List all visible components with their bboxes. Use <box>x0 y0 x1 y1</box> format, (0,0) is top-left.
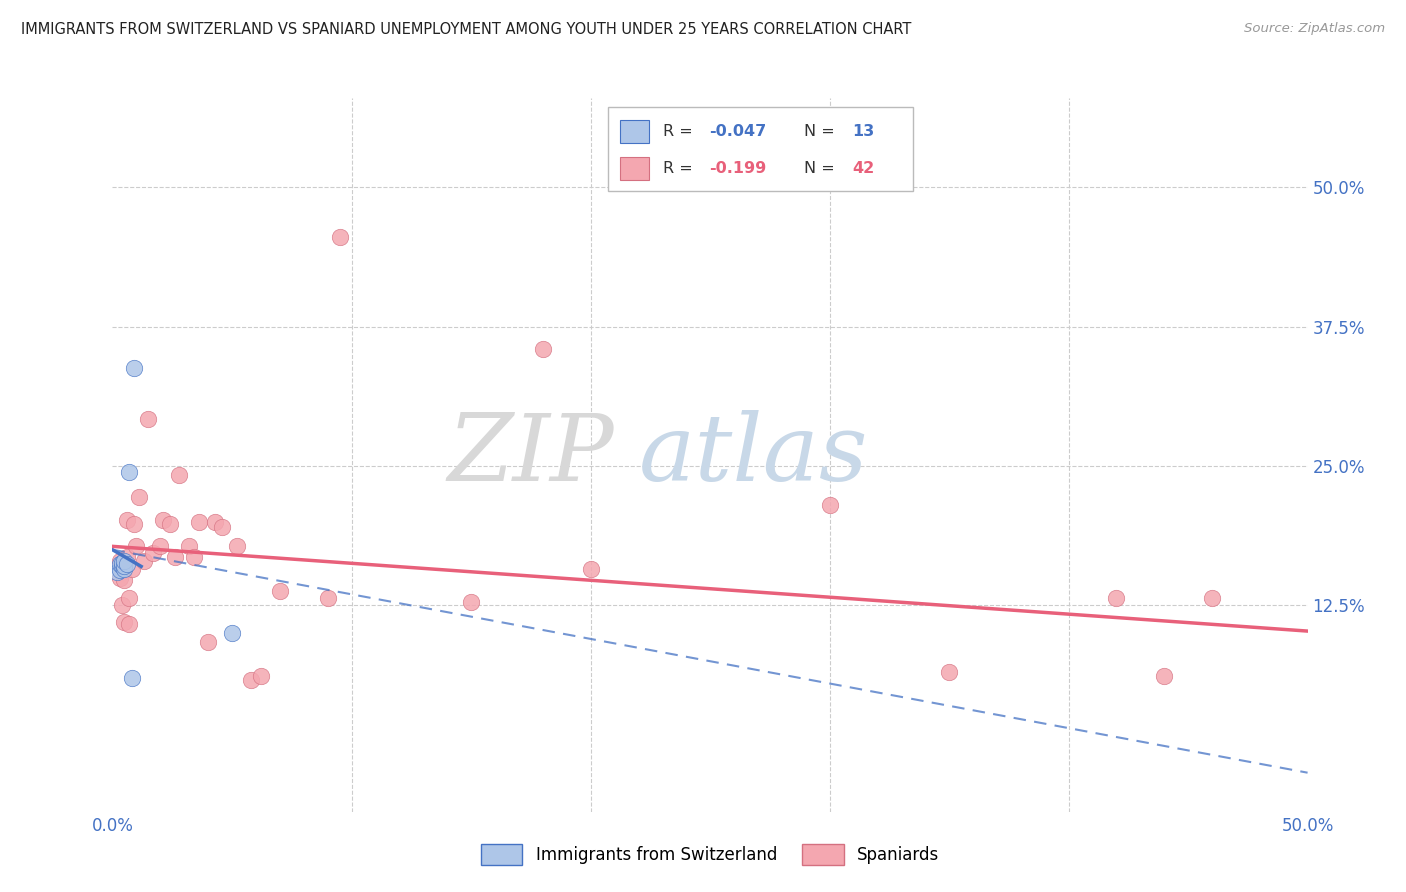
Point <box>328 230 352 244</box>
Point <box>132 554 155 568</box>
Text: atlas: atlas <box>638 410 868 500</box>
Point <box>111 559 134 574</box>
Point <box>197 635 219 649</box>
Text: R =: R = <box>664 124 699 139</box>
Point <box>460 595 482 609</box>
Point <box>1105 591 1128 605</box>
Point <box>163 550 186 565</box>
Text: N =: N = <box>804 124 841 139</box>
Point <box>211 520 233 534</box>
Point <box>115 512 138 526</box>
Point <box>249 669 271 683</box>
Point <box>122 360 145 375</box>
Point <box>128 490 150 504</box>
Point <box>938 665 960 680</box>
Point <box>108 554 131 568</box>
Text: 13: 13 <box>852 124 875 139</box>
Text: R =: R = <box>664 161 699 176</box>
Point <box>118 591 141 605</box>
Point <box>108 557 131 571</box>
Point <box>177 539 200 553</box>
Point <box>818 498 841 512</box>
Point <box>1201 591 1223 605</box>
Text: ZIP: ZIP <box>447 410 614 500</box>
Point <box>111 599 134 613</box>
Bar <box>620 157 650 180</box>
Point <box>152 512 174 526</box>
Text: N =: N = <box>804 161 841 176</box>
Point <box>159 516 181 531</box>
Point <box>114 615 135 630</box>
Point <box>118 617 141 632</box>
Point <box>225 539 247 553</box>
Point <box>115 557 138 571</box>
Point <box>149 539 172 553</box>
Point <box>316 591 339 605</box>
Point <box>142 546 165 560</box>
Point <box>108 571 131 585</box>
Point <box>121 562 143 576</box>
FancyBboxPatch shape <box>609 107 914 191</box>
Point <box>122 516 145 531</box>
Legend: Immigrants from Switzerland, Spaniards: Immigrants from Switzerland, Spaniards <box>474 838 946 871</box>
Point <box>111 562 134 576</box>
Point <box>111 556 134 570</box>
Point <box>169 467 191 482</box>
Text: -0.047: -0.047 <box>709 124 766 139</box>
Point <box>118 465 141 479</box>
Point <box>531 342 554 356</box>
Point <box>114 562 135 576</box>
Point <box>125 539 148 553</box>
Point <box>121 671 143 685</box>
Point <box>204 515 226 529</box>
Text: -0.199: -0.199 <box>709 161 766 176</box>
Point <box>108 563 131 577</box>
Point <box>115 550 138 565</box>
Point <box>105 565 128 579</box>
Point <box>114 573 135 587</box>
Point <box>579 562 602 576</box>
Text: IMMIGRANTS FROM SWITZERLAND VS SPANIARD UNEMPLOYMENT AMONG YOUTH UNDER 25 YEARS : IMMIGRANTS FROM SWITZERLAND VS SPANIARD … <box>21 22 911 37</box>
Text: 42: 42 <box>852 161 875 176</box>
Point <box>138 412 160 426</box>
Point <box>269 583 291 598</box>
Point <box>187 515 209 529</box>
Point <box>183 550 205 565</box>
Point <box>221 626 243 640</box>
Point <box>240 673 263 687</box>
Text: Source: ZipAtlas.com: Source: ZipAtlas.com <box>1244 22 1385 36</box>
Point <box>114 554 135 568</box>
Bar <box>620 120 650 143</box>
Point <box>114 559 135 574</box>
Point <box>1153 669 1175 683</box>
